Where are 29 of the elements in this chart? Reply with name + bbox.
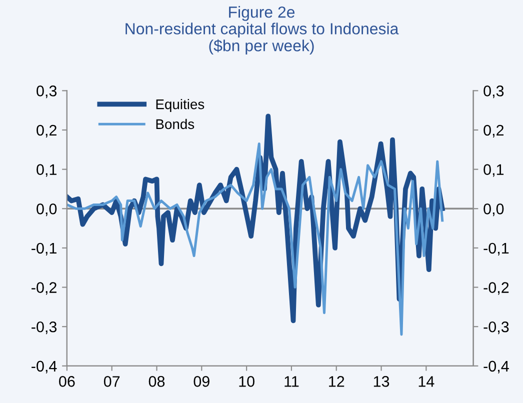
x-tick-label: 12 (329, 376, 344, 387)
legend-label: Bonds (156, 118, 194, 130)
x-tick-label: 13 (374, 376, 390, 387)
x-tick-label: 14 (418, 376, 434, 387)
x-tick-label: 07 (104, 376, 120, 387)
x-tick-label: 09 (194, 376, 210, 387)
y-tick-label: 0,0 (36, 204, 57, 216)
y-tick-label: 0,3 (36, 86, 57, 98)
x-tick-label: 11 (284, 376, 299, 387)
y2-tick-label: -0,4 (484, 360, 509, 374)
y2-tick-label: -0,1 (484, 242, 509, 256)
line-series (66, 142, 444, 336)
y-tick-label: -0,4 (32, 360, 57, 374)
x-tick-label: 08 (148, 376, 165, 387)
y2-tick-label: 0,1 (484, 164, 504, 177)
x-tick-label: 10 (239, 376, 254, 387)
y-tick-label: -0,1 (32, 242, 56, 256)
y-tick-label: -0,2 (32, 282, 56, 295)
y-tick-label: 0,2 (36, 124, 56, 138)
y-tick-label: 0,1 (36, 164, 56, 177)
x-tick-label: 06 (59, 376, 75, 387)
y2-tick-label: 0,2 (484, 124, 504, 138)
y2-tick-label: 0,3 (484, 86, 504, 98)
y2-tick-label: 0,0 (484, 204, 504, 216)
legend-label: Equities (156, 99, 204, 112)
y2-tick-label: -0,2 (484, 282, 509, 295)
y2-tick-label: -0,3 (484, 321, 509, 334)
chart-title: Figure 2e Non-resident capital flows to Indonesia ($bn per week) (126, 6, 399, 54)
y-tick-label: -0,3 (32, 321, 57, 334)
